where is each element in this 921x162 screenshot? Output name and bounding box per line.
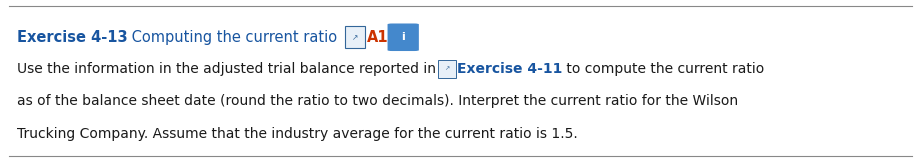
Text: Exercise 4-13: Exercise 4-13 bbox=[17, 30, 127, 45]
Text: Trucking Company. Assume that the industry average for the current ratio is 1.5.: Trucking Company. Assume that the indust… bbox=[17, 127, 577, 141]
Text: as of the balance sheet date (round the ratio to two decimals). Interpret the cu: as of the balance sheet date (round the … bbox=[17, 94, 738, 108]
Text: ↗: ↗ bbox=[352, 33, 358, 42]
Text: A1: A1 bbox=[367, 30, 389, 45]
FancyBboxPatch shape bbox=[438, 60, 456, 78]
Text: Computing the current ratio: Computing the current ratio bbox=[127, 30, 346, 45]
Text: Exercise 4-11: Exercise 4-11 bbox=[457, 62, 562, 76]
FancyBboxPatch shape bbox=[344, 26, 365, 48]
FancyBboxPatch shape bbox=[388, 23, 419, 51]
Text: i: i bbox=[402, 32, 405, 42]
Text: ↗: ↗ bbox=[444, 66, 449, 71]
Text: Use the information in the adjusted trial balance reported in: Use the information in the adjusted tria… bbox=[17, 62, 440, 76]
Text: to compute the current ratio: to compute the current ratio bbox=[562, 62, 764, 76]
